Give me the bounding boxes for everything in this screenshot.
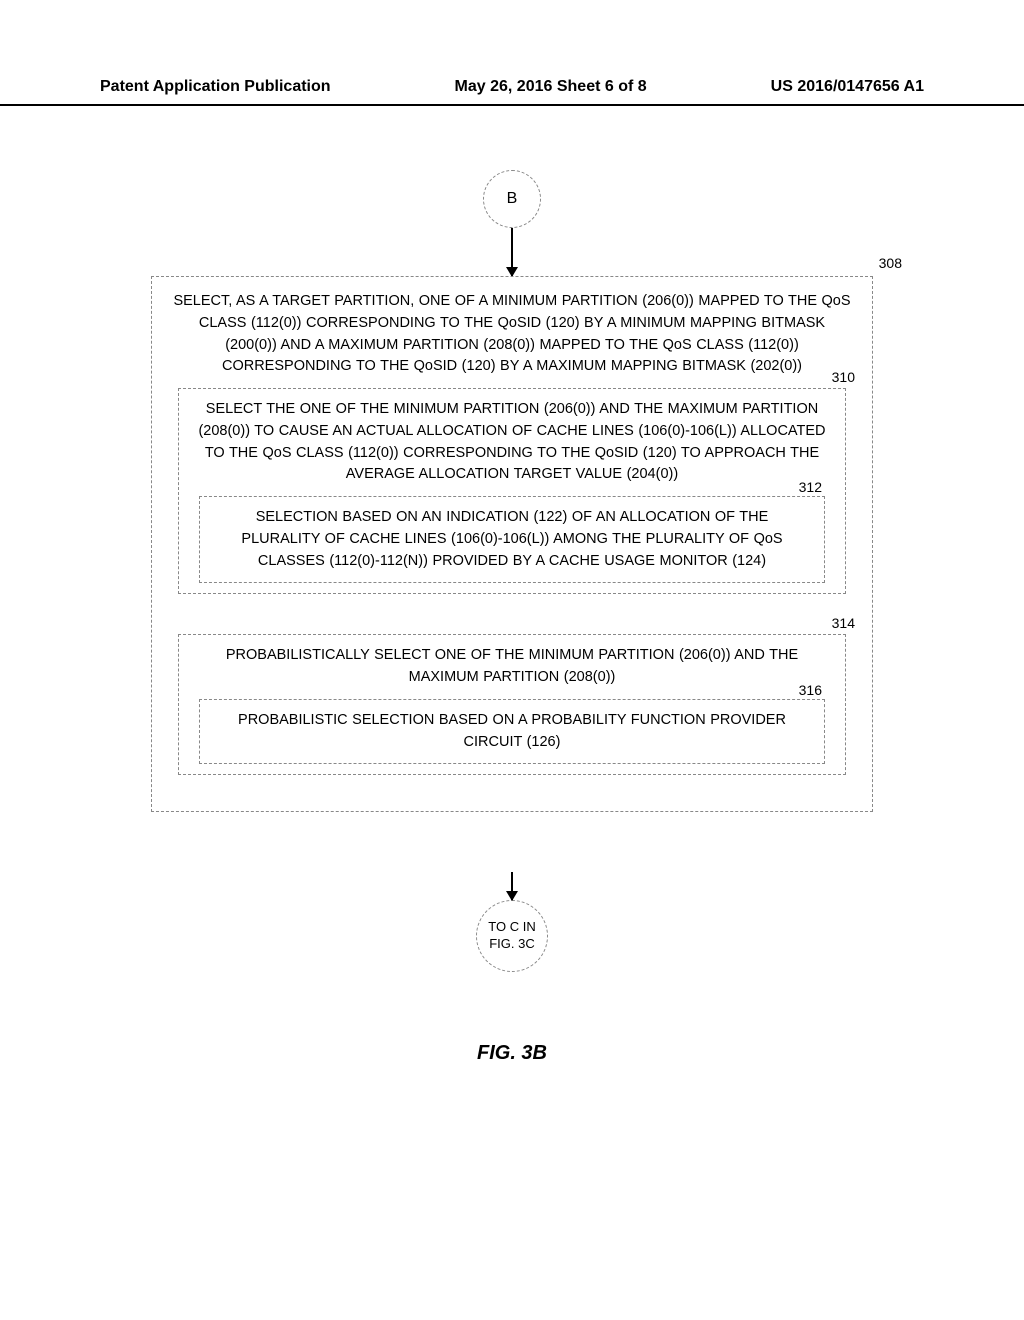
header-center: May 26, 2016 Sheet 6 of 8 (455, 78, 647, 96)
arrow-top (511, 228, 513, 276)
connector-c: TO C IN FIG. 3C (476, 900, 548, 972)
box-310: 310 SELECT THE ONE OF THE MINIMUM PARTIT… (178, 388, 846, 594)
ref-314: 314 (832, 615, 855, 631)
page-header: Patent Application Publication May 26, 2… (0, 78, 1024, 106)
box-316-text: PROBABILISTIC SELECTION BASED ON A PROBA… (214, 710, 810, 754)
ref-312: 312 (799, 479, 822, 495)
box-314: 314 PROBABILISTICALLY SELECT ONE OF THE … (178, 634, 846, 775)
connector-c-label: TO C IN FIG. 3C (477, 919, 547, 953)
box-308: 308 SELECT, AS A TARGET PARTITION, ONE O… (151, 276, 873, 812)
header-right: US 2016/0147656 A1 (771, 78, 924, 96)
header-left: Patent Application Publication (100, 78, 331, 96)
box-312-text: SELECTION BASED ON AN INDICATION (122) O… (214, 507, 810, 572)
box-314-text: PROBABILISTICALLY SELECT ONE OF THE MINI… (193, 645, 831, 689)
arrow-bottom (511, 872, 513, 900)
connector-b-label: B (507, 190, 518, 208)
box-312: 312 SELECTION BASED ON AN INDICATION (12… (199, 496, 825, 583)
ref-308: 308 (879, 255, 902, 271)
connector-b: B (483, 170, 541, 228)
figure-caption: FIG. 3B (477, 1042, 547, 1065)
box-308-text: SELECT, AS A TARGET PARTITION, ONE OF A … (172, 291, 852, 378)
flowchart-content: B 308 SELECT, AS A TARGET PARTITION, ONE… (0, 170, 1024, 1065)
ref-316: 316 (799, 682, 822, 698)
ref-310: 310 (832, 369, 855, 385)
box-316: 316 PROBABILISTIC SELECTION BASED ON A P… (199, 699, 825, 765)
box-310-text: SELECT THE ONE OF THE MINIMUM PARTITION … (193, 399, 831, 486)
